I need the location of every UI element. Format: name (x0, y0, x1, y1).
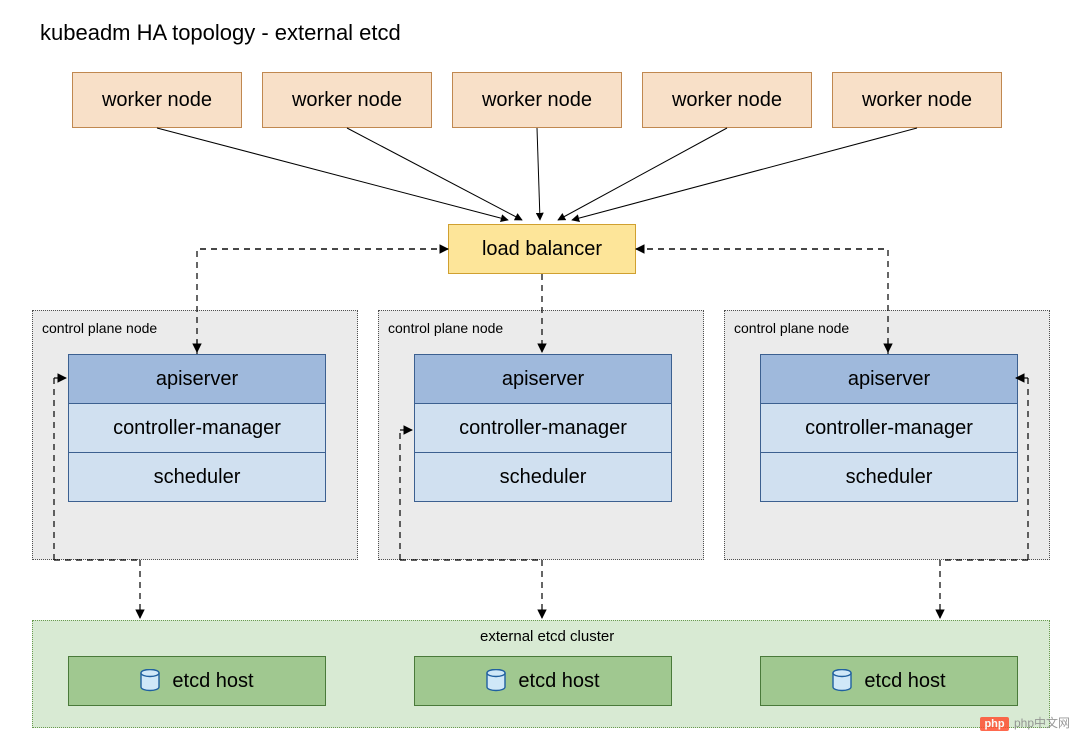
etcd-host-label: etcd host (172, 670, 253, 693)
apiserver-box: apiserver (760, 354, 1018, 404)
etcd-host: etcd host (68, 656, 326, 706)
scheduler-box: scheduler (68, 452, 326, 502)
load-balancer: load balancer (448, 224, 636, 274)
control-plane-label: control plane node (734, 320, 849, 336)
database-icon (832, 669, 852, 693)
worker-node: worker node (452, 72, 622, 128)
controller-manager-box: controller-manager (414, 403, 672, 453)
apiserver-box: apiserver (68, 354, 326, 404)
control-plane-label: control plane node (42, 320, 157, 336)
etcd-host: etcd host (414, 656, 672, 706)
controller-manager-box: controller-manager (760, 403, 1018, 453)
scheduler-box: scheduler (760, 452, 1018, 502)
control-plane-label: control plane node (388, 320, 503, 336)
diagram-title: kubeadm HA topology - external etcd (40, 20, 401, 46)
apiserver-box: apiserver (414, 354, 672, 404)
worker-node: worker node (832, 72, 1002, 128)
database-icon (486, 669, 506, 693)
worker-node: worker node (262, 72, 432, 128)
etcd-cluster-label: external etcd cluster (480, 628, 614, 645)
etcd-host-label: etcd host (864, 670, 945, 693)
scheduler-box: scheduler (414, 452, 672, 502)
worker-node: worker node (642, 72, 812, 128)
worker-node: worker node (72, 72, 242, 128)
controller-manager-box: controller-manager (68, 403, 326, 453)
etcd-host-label: etcd host (518, 670, 599, 693)
database-icon (140, 669, 160, 693)
etcd-host: etcd host (760, 656, 1018, 706)
watermark: php php中文网 (980, 714, 1070, 731)
